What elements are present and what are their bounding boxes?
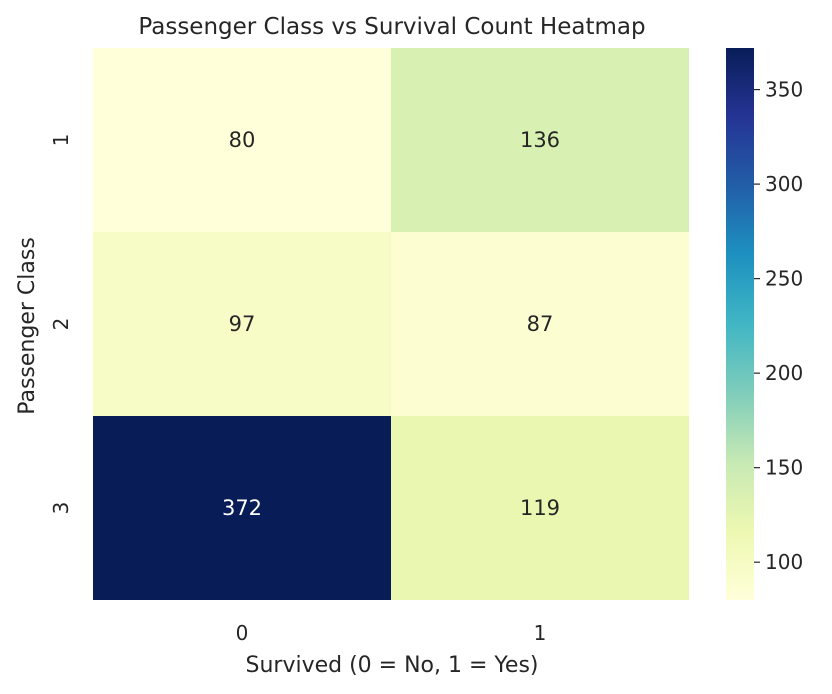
colorbar-tick-label: 300 bbox=[765, 172, 803, 196]
colorbar bbox=[726, 48, 754, 600]
colorbar-tick-label: 100 bbox=[765, 550, 803, 574]
cell-value-label: 97 bbox=[229, 312, 256, 336]
cell-value-label: 87 bbox=[527, 312, 554, 336]
colorbar-tick-label: 350 bbox=[765, 78, 803, 102]
cell-value-label: 136 bbox=[520, 128, 560, 152]
heatmap-cell bbox=[93, 48, 391, 232]
heatmap-cell bbox=[93, 416, 391, 600]
heatmap-cell bbox=[391, 48, 689, 232]
heatmap-cell bbox=[391, 232, 689, 416]
heatmap-cell bbox=[93, 232, 391, 416]
y-axis-label: Passenger Class bbox=[15, 237, 40, 415]
y-axis-ticks: 1 2 3 bbox=[49, 134, 73, 515]
cell-value-label: 80 bbox=[229, 128, 256, 152]
heatmap-cells: 80 136 97 87 372 119 bbox=[93, 48, 689, 600]
x-axis-label: Survived (0 = No, 1 = Yes) bbox=[245, 653, 538, 678]
cell-value-label: 119 bbox=[520, 496, 560, 520]
colorbar-tick-label: 250 bbox=[765, 267, 803, 291]
y-tick-label: 1 bbox=[49, 134, 73, 147]
y-tick-label: 2 bbox=[49, 318, 73, 331]
x-tick-label: 1 bbox=[534, 621, 547, 645]
colorbar-tick-label: 200 bbox=[765, 361, 803, 385]
heatmap-cell bbox=[391, 416, 689, 600]
colorbar-tick-label: 150 bbox=[765, 456, 803, 480]
x-tick-label: 0 bbox=[236, 621, 249, 645]
chart-title: Passenger Class vs Survival Count Heatma… bbox=[138, 14, 645, 40]
colorbar-ticks: 100 150 200 250 300 350 bbox=[754, 78, 803, 574]
y-tick-label: 3 bbox=[49, 502, 73, 515]
cell-value-label: 372 bbox=[222, 496, 262, 520]
